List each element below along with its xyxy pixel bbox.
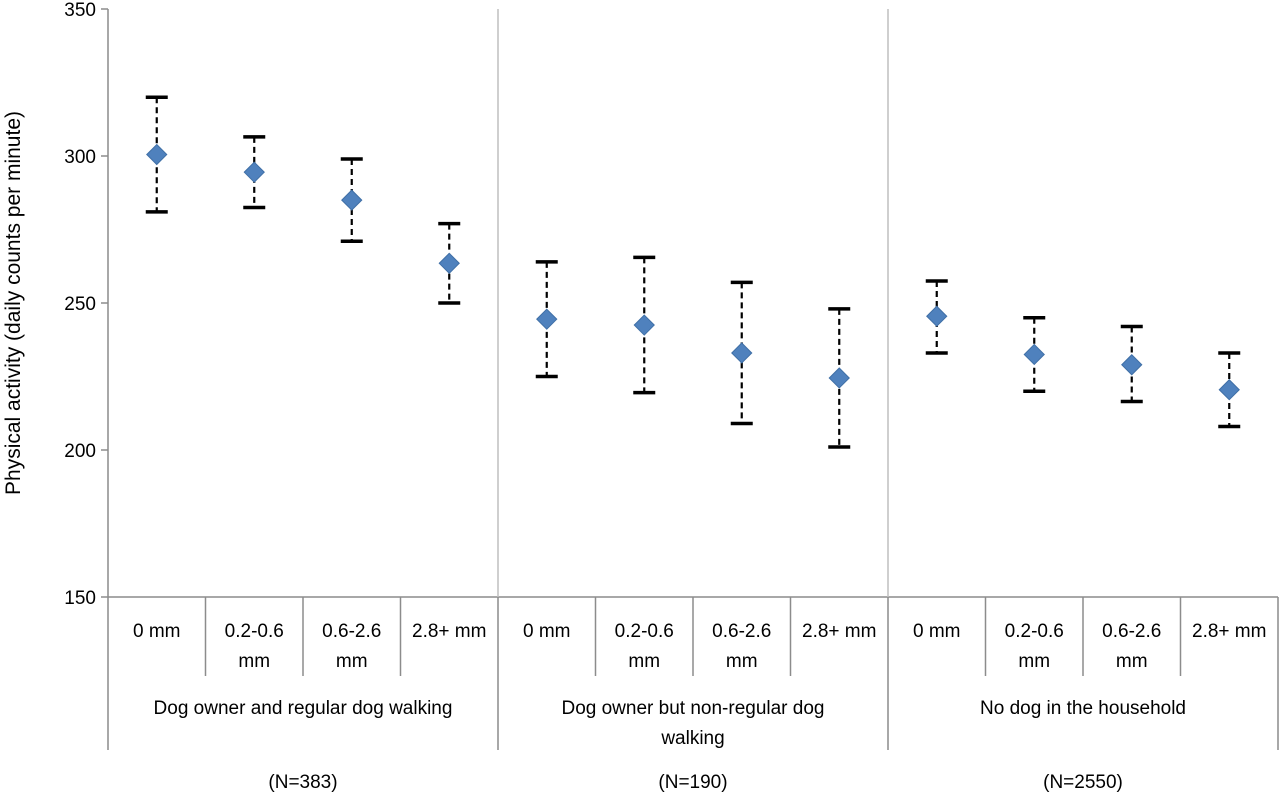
category-label: 2.8+ mm xyxy=(802,621,876,642)
category-label: 2.8+ mm xyxy=(1192,621,1266,642)
category-label: mm xyxy=(628,651,660,672)
category-label: 0 mm xyxy=(913,621,961,642)
data-points-layer xyxy=(146,143,1240,401)
category-label: 0.2-0.6 xyxy=(225,621,284,642)
category-label: mm xyxy=(238,651,270,672)
data-point xyxy=(1121,354,1143,376)
category-label: mm xyxy=(726,651,758,672)
data-point xyxy=(1218,379,1240,401)
category-label: 0.2-0.6 xyxy=(615,621,674,642)
y-tick-label: 300 xyxy=(64,147,96,168)
category-label: 0.6-2.6 xyxy=(712,621,771,642)
data-point xyxy=(341,189,363,211)
data-point xyxy=(1023,343,1045,366)
y-tick-label: 250 xyxy=(64,294,96,315)
group-label: No dog in the household xyxy=(980,698,1186,719)
category-label: 0 mm xyxy=(133,621,181,642)
group-n-label: (N=2550) xyxy=(1043,772,1123,793)
data-point xyxy=(146,143,168,166)
category-label: mm xyxy=(336,651,368,672)
group-label: walking xyxy=(660,728,724,749)
category-label: mm xyxy=(1018,651,1050,672)
error-bars-layer xyxy=(145,95,1241,449)
y-axis-title: Physical activity (daily counts per minu… xyxy=(2,111,25,495)
y-tick-label: 200 xyxy=(64,441,96,462)
category-label: 0.6-2.6 xyxy=(1102,621,1161,642)
data-point xyxy=(828,367,850,389)
category-label: mm xyxy=(1116,651,1148,672)
category-label: 2.8+ mm xyxy=(412,621,486,642)
data-point xyxy=(633,314,655,336)
data-point xyxy=(243,161,265,183)
group-n-label: (N=190) xyxy=(658,772,727,793)
category-label: 0 mm xyxy=(523,621,571,642)
group-n-label: (N=383) xyxy=(268,772,337,793)
data-point xyxy=(926,305,948,327)
category-label: 0.6-2.6 xyxy=(322,621,381,642)
y-tick-label: 350 xyxy=(64,0,96,21)
labels-layer: 150 200 250 300 350 0 mm 0.2-0.6 mm 0.6-2.6 mm 2.8… xyxy=(64,0,1266,793)
group-label: Dog owner and regular dog walking xyxy=(154,698,453,719)
data-point xyxy=(731,342,753,364)
axes-layer xyxy=(101,8,1279,750)
data-point xyxy=(438,252,460,275)
category-label: 0.2-0.6 xyxy=(1005,621,1064,642)
y-tick-label: 150 xyxy=(64,588,96,609)
group-label: Dog owner but non-regular dog xyxy=(561,698,824,719)
data-point xyxy=(536,308,558,330)
